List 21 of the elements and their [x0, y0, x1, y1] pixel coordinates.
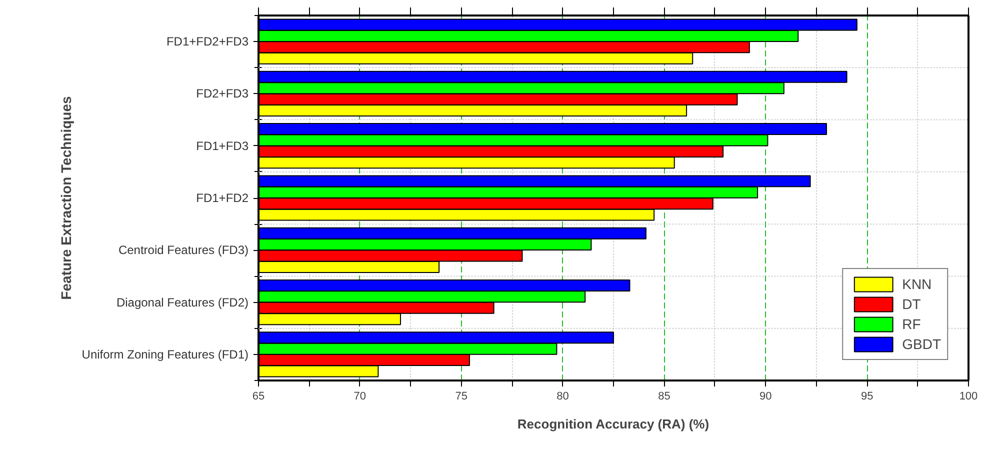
x-axis-title: Recognition Accuracy (RA) (%) [517, 416, 710, 432]
x-tick-label: 65 [252, 390, 265, 402]
legend-label: RF [902, 316, 922, 332]
x-tick-label: 80 [556, 390, 569, 402]
x-tick-label: 90 [760, 390, 772, 402]
y-tick-label: FD1+FD2 [196, 191, 249, 205]
y-tick-label: FD1+FD3 [196, 138, 249, 153]
y-tick-label: FD1+FD2+FD3 [166, 34, 249, 49]
x-tick-label: 100 [959, 390, 978, 402]
y-axis-title: Feature Extraction Techniques [58, 96, 74, 300]
y-tick-label: Diagonal Features (FD2) [116, 295, 249, 310]
x-tick-label: 70 [354, 390, 366, 402]
legend-label: KNN [902, 276, 932, 292]
x-tick-label: 95 [860, 390, 874, 402]
legend-label: GBDT [902, 336, 941, 352]
legend-label: DT [902, 296, 922, 312]
x-tick-label: 75 [455, 390, 468, 402]
y-tick-label: FD2+FD3 [196, 86, 249, 101]
y-tick-label: Uniform Zoning Features (FD1) [82, 347, 249, 362]
y-tick-label: Centroid Features (FD3) [118, 243, 249, 258]
x-tick-label: 85 [658, 390, 670, 402]
